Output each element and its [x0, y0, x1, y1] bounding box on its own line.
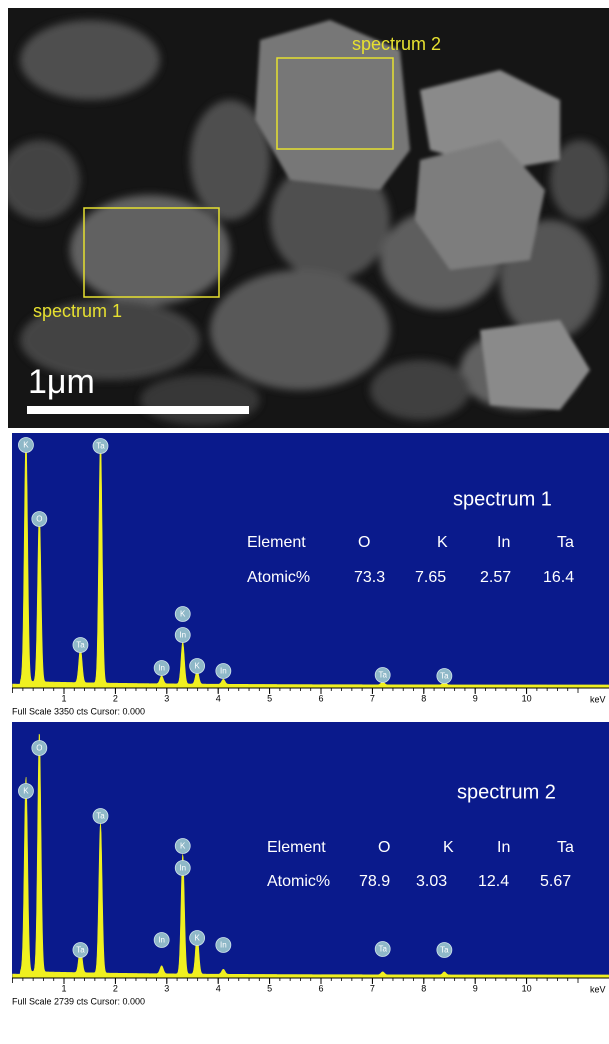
x-tick-label: 7: [370, 693, 375, 703]
peak-label: In: [179, 631, 186, 640]
table-header: In: [497, 534, 510, 551]
table-cell: 3.03: [416, 873, 447, 890]
table-header: O: [378, 839, 390, 856]
table-cell: Atomic%: [247, 569, 310, 586]
axis-unit: keV: [590, 694, 606, 704]
table-cell: 5.67: [540, 873, 571, 890]
footer: Full Scale 2739 cts Cursor: 0.000: [12, 996, 145, 1006]
peak-label: Ta: [440, 672, 449, 681]
peak-label: K: [194, 934, 200, 943]
x-tick-label: 1: [61, 983, 66, 993]
figure: spectrum 2 spectrum 1 1μm K O Ta Ta K In In K In…: [0, 0, 609, 1039]
peak-label: In: [220, 941, 227, 950]
region-label: spectrum 1: [33, 301, 122, 321]
peak-label: Ta: [96, 812, 105, 821]
peak-label: In: [158, 936, 165, 945]
scale-bar: [27, 406, 249, 414]
table-header: Ta: [557, 839, 574, 856]
peak-label: Ta: [378, 945, 387, 954]
table-header: Ta: [557, 534, 574, 551]
peak-label: K: [23, 441, 29, 450]
footer: Full Scale 3350 cts Cursor: 0.000: [12, 706, 145, 716]
table-cell: 16.4: [543, 569, 574, 586]
table-cell: 2.57: [480, 569, 511, 586]
table-header: Element: [247, 534, 306, 551]
x-tick-label: 7: [370, 983, 375, 993]
x-tick-label: 6: [318, 693, 323, 703]
x-tick-label: 6: [318, 983, 323, 993]
x-tick-label: 4: [216, 693, 221, 703]
x-tick-label: 5: [267, 693, 272, 703]
peak-label: In: [179, 864, 186, 873]
x-tick-label: 1: [61, 693, 66, 703]
x-tick-label: 10: [522, 693, 532, 703]
spectrum-title: spectrum 2: [457, 781, 556, 803]
region-label: spectrum 2: [352, 34, 441, 54]
peak-label: K: [180, 610, 186, 619]
x-tick-label: 8: [421, 983, 426, 993]
axis-unit: keV: [590, 984, 606, 994]
table-header: Element: [267, 839, 326, 856]
peak-label: Ta: [440, 946, 449, 955]
scale-bar-label: 1μm: [28, 363, 95, 401]
x-tick-label: 3: [164, 693, 169, 703]
peak-label: Ta: [76, 641, 85, 650]
peak-label: In: [158, 664, 165, 673]
table-cell: Atomic%: [267, 873, 330, 890]
spectrum-title: spectrum 1: [453, 488, 552, 510]
x-tick-label: 10: [522, 983, 532, 993]
peak-label: O: [36, 515, 42, 524]
peak-label: K: [23, 787, 29, 796]
x-tick-label: 2: [113, 693, 118, 703]
peak-label: K: [194, 662, 200, 671]
peak-label: Ta: [96, 442, 105, 451]
table-cell: 78.9: [359, 873, 390, 890]
x-tick-label: 3: [164, 983, 169, 993]
x-tick-label: 8: [421, 693, 426, 703]
peak-label: In: [220, 667, 227, 676]
peak-label: Ta: [378, 671, 387, 680]
x-tick-label: 9: [473, 983, 478, 993]
table-cell: 12.4: [478, 873, 509, 890]
x-tick-label: 4: [216, 983, 221, 993]
table-cell: 7.65: [415, 569, 446, 586]
x-tick-label: 2: [113, 983, 118, 993]
peak-label: K: [180, 842, 186, 851]
table-header: K: [437, 534, 448, 551]
table-cell: 73.3: [354, 569, 385, 586]
x-tick-label: 5: [267, 983, 272, 993]
peak-label: Ta: [76, 946, 85, 955]
table-header: In: [497, 839, 510, 856]
table-header: O: [358, 534, 370, 551]
table-header: K: [443, 839, 454, 856]
peak-label: O: [36, 744, 42, 753]
x-tick-label: 9: [473, 693, 478, 703]
